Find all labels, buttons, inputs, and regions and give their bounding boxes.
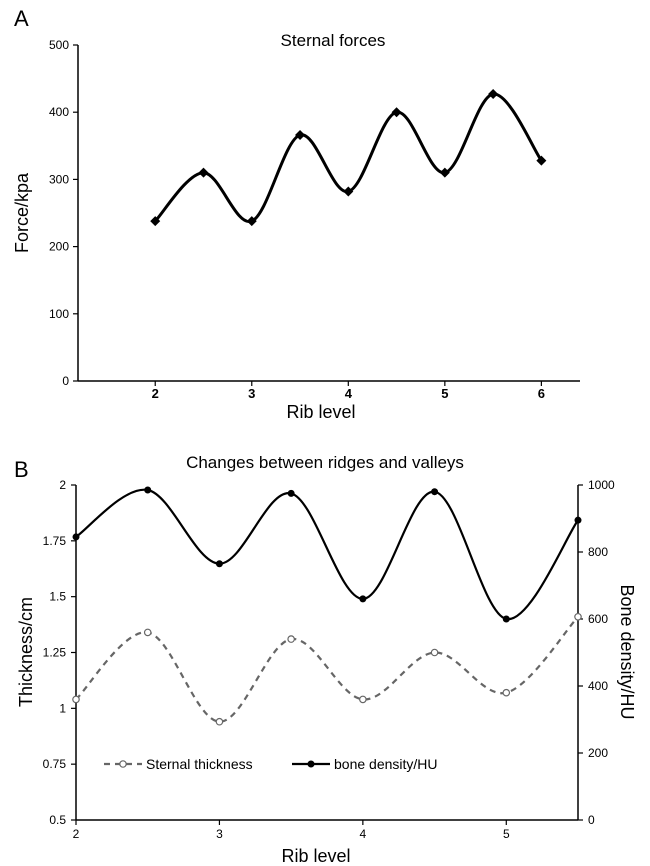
panel-a-data-point xyxy=(246,216,257,227)
legend-entry-label: Sternal thickness xyxy=(146,756,253,772)
panel-a-data-point xyxy=(488,89,499,100)
panel-b-y-tick-label: 1.25 xyxy=(43,646,67,660)
panel-b-series-line xyxy=(75,616,579,723)
panel-a-x-tick-label: 6 xyxy=(538,386,545,401)
panel-b-y-tick-label: 0.5 xyxy=(49,813,66,827)
panel-a: A Sternal forces Force/kpa Rib level 0 10… xyxy=(12,6,580,422)
panel-a-data-point xyxy=(439,167,450,178)
legend-swatch-marker xyxy=(307,760,315,768)
panel-b-y-tick-label: 1 xyxy=(59,701,66,715)
panel-a-data-point xyxy=(391,107,402,118)
panel-b-x-tick-label: 4 xyxy=(360,827,367,841)
panel-a-series-line xyxy=(154,92,543,223)
panel-b-y-tick-label: 2 xyxy=(59,478,66,492)
panel-b-y2-axis-label: Bone density/HU xyxy=(617,584,637,719)
panel-a-x-tick-label: 3 xyxy=(248,386,255,401)
panel-a-data-point xyxy=(536,155,547,166)
panel-b-data-point xyxy=(72,533,80,541)
panel-a-y-axis-label: Force/kpa xyxy=(12,172,32,253)
panel-b-data-point xyxy=(215,717,224,726)
panel-b-y2-tick-label: 0 xyxy=(588,813,595,827)
panel-b-data-point xyxy=(430,648,439,657)
panel-b-data-point xyxy=(144,486,152,494)
panel-a-y-tick-label: 100 xyxy=(49,307,69,321)
legend-swatch-marker xyxy=(119,760,127,768)
panel-b-y2-tick-label: 600 xyxy=(588,612,608,626)
panel-b-data-point xyxy=(574,516,582,524)
panel-a-data-point xyxy=(343,186,354,197)
panel-b-y2-tick-label: 400 xyxy=(588,679,608,693)
panel-b-data-point xyxy=(574,612,582,621)
panel-a-data-point xyxy=(295,130,306,141)
panel-b-x-tick-label: 5 xyxy=(503,827,510,841)
panel-b-data-point xyxy=(143,628,152,637)
panel-a-y-tick-label: 500 xyxy=(49,38,69,52)
panel-b-data-point xyxy=(502,615,510,623)
panel-b-data-point xyxy=(215,560,223,568)
panel-b-title: Changes between ridges and valleys xyxy=(186,453,464,472)
panel-a-y-tick-label: 300 xyxy=(49,172,69,186)
panel-b-x-axis-label: Rib level xyxy=(281,846,350,866)
panel-a-title: Sternal forces xyxy=(281,31,386,50)
panel-b-y-axis-label: Thickness/cm xyxy=(16,597,36,707)
panel-b-y2-tick-label: 800 xyxy=(588,545,608,559)
panel-b-x-tick-label: 2 xyxy=(73,827,80,841)
panel-a-x-axis-label: Rib level xyxy=(286,402,355,422)
panel-b-y2-tick-label: 1000 xyxy=(588,478,615,492)
panel-a-data-point xyxy=(198,167,209,178)
panel-b-data-point xyxy=(72,695,80,704)
panel-a-y-tick-label: 400 xyxy=(49,105,69,119)
panel-b-letter: B xyxy=(14,457,29,482)
panel-a-x-tick-label: 4 xyxy=(345,386,353,401)
panel-b-data-point xyxy=(287,635,295,643)
panel-a-x-tick-label: 2 xyxy=(152,386,159,401)
panel-a-data-point xyxy=(150,216,161,227)
panel-b-data-point xyxy=(359,695,367,704)
panel-a-y-tick-label: 200 xyxy=(49,240,69,254)
legend-entry-label: bone density/HU xyxy=(334,756,438,772)
panel-b-x-tick-label: 3 xyxy=(216,827,223,841)
panel-b: B Changes between ridges and valleys Thi… xyxy=(14,453,637,866)
panel-b-data-point xyxy=(287,489,295,497)
panel-b-y-tick-label: 1.75 xyxy=(43,534,67,548)
panel-b-y-tick-label: 1.5 xyxy=(49,590,66,604)
panel-b-series-line xyxy=(75,488,579,621)
panel-b-y2-tick-label: 200 xyxy=(588,746,608,760)
panel-b-y-tick-label: 0.75 xyxy=(43,757,67,771)
panel-a-x-tick-label: 5 xyxy=(441,386,448,401)
panel-b-data-point xyxy=(502,688,511,697)
panel-a-y-tick-label: 0 xyxy=(62,374,69,388)
panel-a-letter: A xyxy=(14,6,29,31)
panel-b-data-point xyxy=(359,595,367,603)
panel-b-data-point xyxy=(431,488,439,496)
